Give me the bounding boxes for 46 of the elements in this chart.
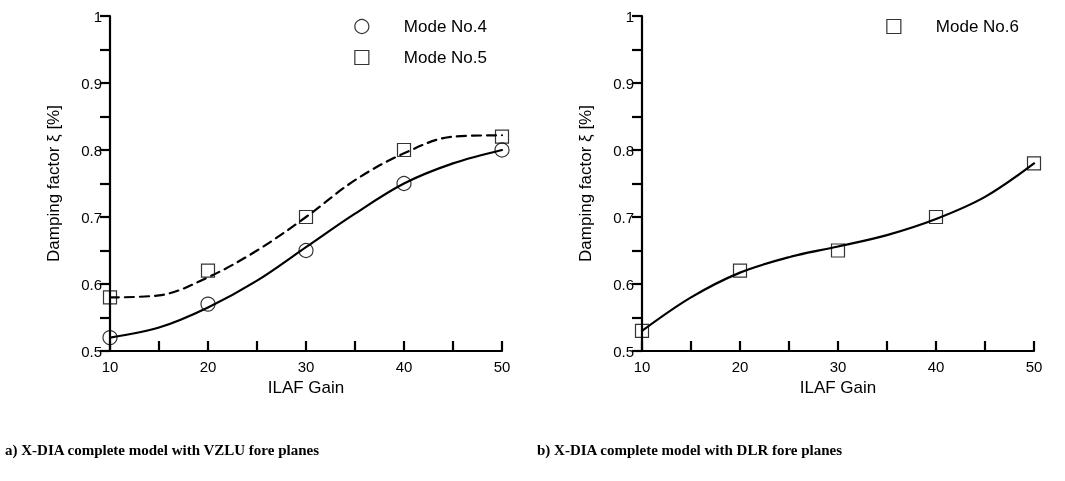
text: b) X-DIA complete model with DLR fore planes [537, 441, 843, 459]
x-axis-title: ILAF Gain [267, 378, 345, 397]
x-tick-label: 10 [633, 358, 651, 375]
point [298, 209, 314, 225]
y-tick-label: 0.7 [613, 208, 634, 226]
point [298, 242, 314, 259]
point [102, 290, 118, 305]
y-tick-label: 0.8 [613, 141, 634, 159]
point [200, 296, 216, 312]
x-tick-label: 30 [829, 358, 847, 375]
x-tick-label: 40 [395, 358, 413, 375]
y-tick-label: 0.9 [81, 74, 102, 92]
text: a) X-DIA complete model with VZLU fore planes [5, 441, 320, 459]
point [830, 243, 846, 258]
point [396, 142, 412, 158]
y-tick-label: 0.6 [613, 275, 634, 293]
y-tick-label: 0.8 [81, 141, 102, 159]
legend-label: Mode No.4 [403, 17, 488, 36]
x-tick-label: 40 [927, 358, 945, 375]
x-tick-label: 50 [493, 358, 511, 375]
y-tick-label: 0.6 [81, 275, 102, 293]
y-axis-title: Damping factor ξ [%] [44, 105, 63, 262]
y-tick-label: 0.5 [613, 342, 634, 360]
x-tick-label: 50 [1025, 358, 1043, 375]
legend-label: Mode No.5 [403, 48, 488, 67]
point [732, 263, 748, 278]
point [634, 323, 650, 338]
y-tick-label: 0.7 [81, 208, 102, 226]
y-tick-label: 0.5 [81, 342, 102, 360]
point [200, 263, 216, 278]
point [494, 142, 510, 158]
point [1026, 156, 1042, 171]
legend-label: Mode No.6 [935, 17, 1020, 36]
point [494, 129, 510, 144]
point [928, 209, 944, 225]
x-tick-label: 20 [731, 358, 749, 375]
x-tick-label: 20 [199, 358, 217, 375]
x-axis-title: ILAF Gain [799, 378, 877, 397]
y-axis-title: Damping factor ξ [%] [576, 105, 595, 262]
point [102, 330, 118, 346]
y-tick-label: 1 [93, 7, 102, 25]
x-tick-label: 30 [297, 358, 315, 375]
y-tick-label: 0.9 [613, 74, 634, 92]
point [396, 175, 412, 192]
y-tick-label: 1 [625, 7, 634, 25]
x-tick-label: 10 [101, 358, 119, 375]
